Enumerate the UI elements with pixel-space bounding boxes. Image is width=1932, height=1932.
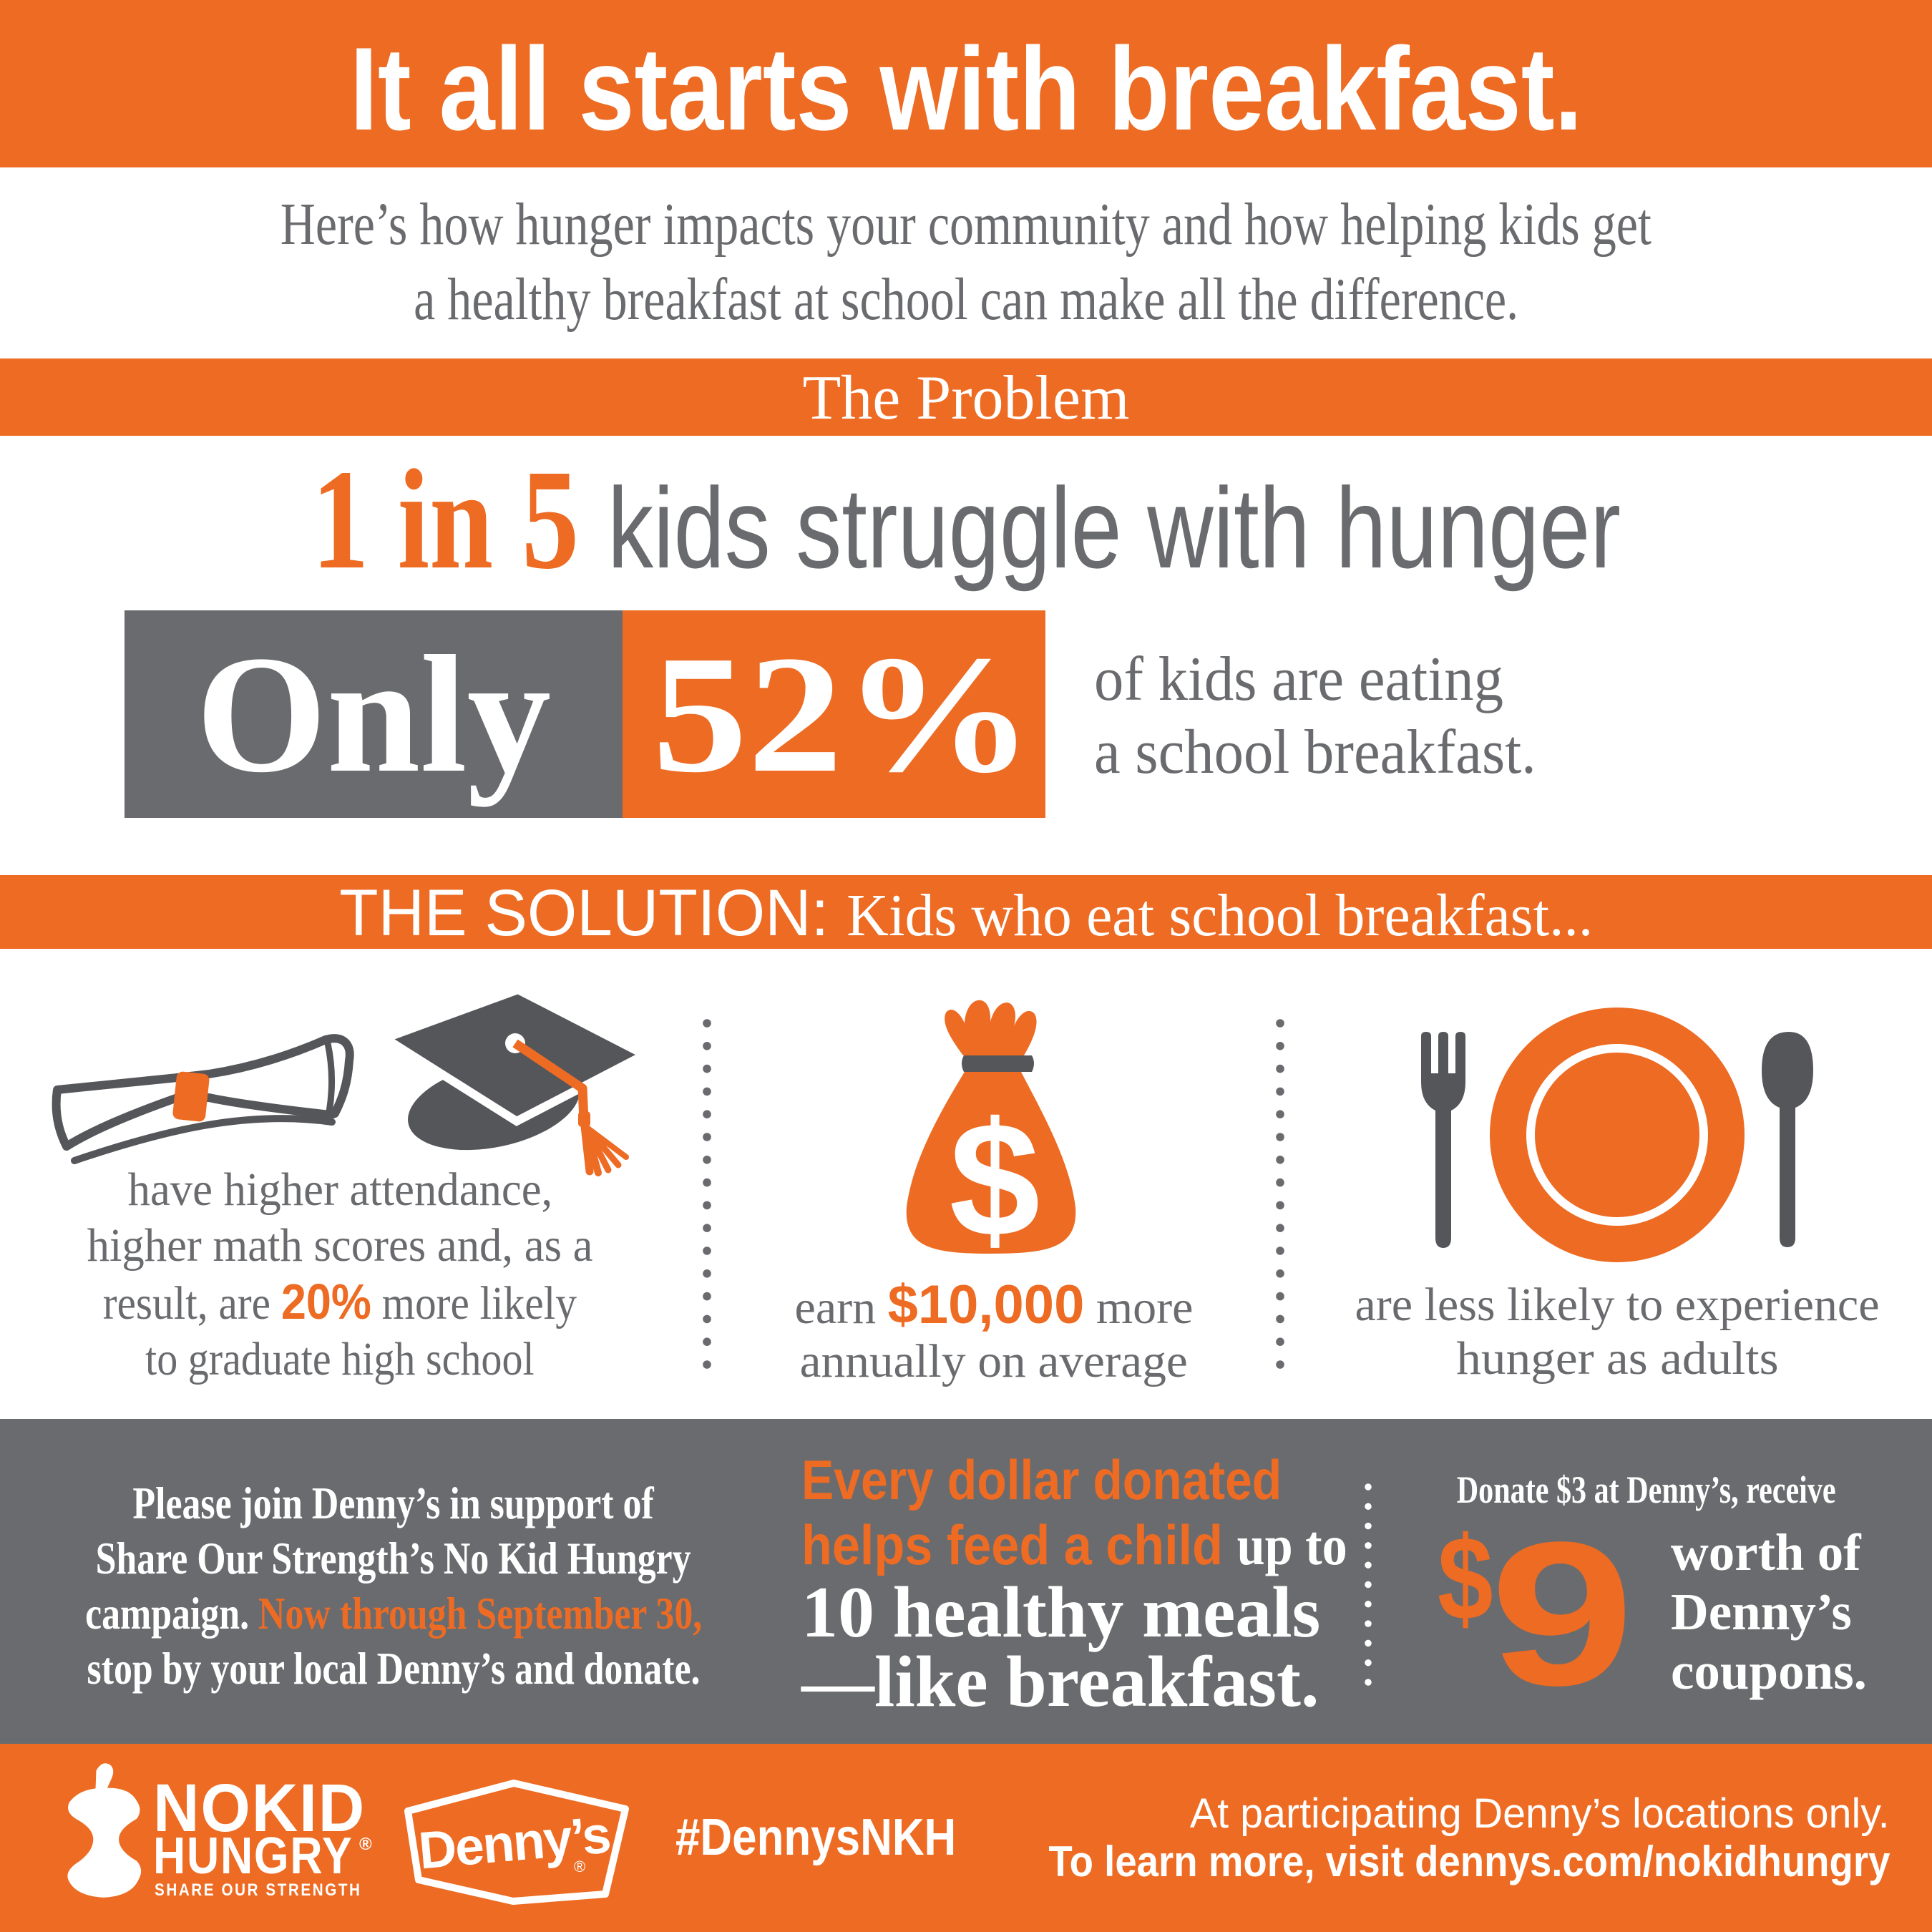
- svg-text:$: $: [950, 1089, 1040, 1271]
- svg-text:®: ®: [574, 1858, 585, 1875]
